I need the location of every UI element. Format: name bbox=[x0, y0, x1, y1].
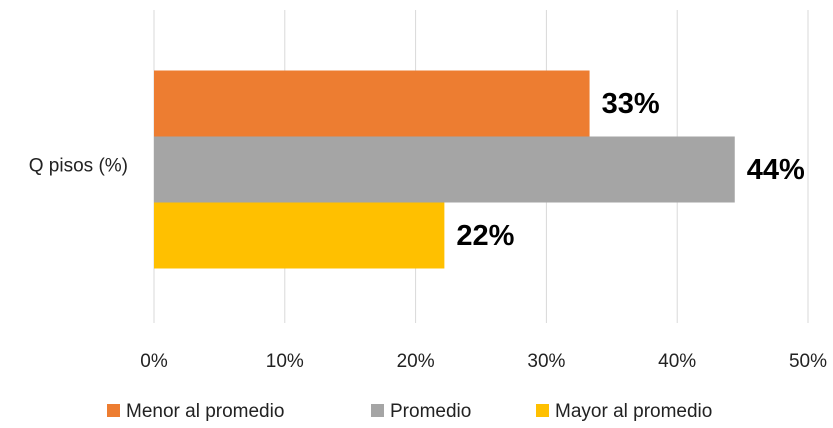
x-tick-label: 30% bbox=[527, 351, 565, 372]
legend-swatch bbox=[107, 404, 120, 417]
bar bbox=[154, 70, 590, 137]
x-tick-label: 20% bbox=[397, 351, 435, 372]
x-tick-label: 10% bbox=[266, 351, 304, 372]
bar bbox=[154, 136, 735, 203]
legend-label: Menor al promedio bbox=[126, 401, 284, 422]
x-tick-label: 50% bbox=[789, 351, 827, 372]
legend-label: Promedio bbox=[390, 401, 471, 422]
data-label: 22% bbox=[456, 220, 514, 252]
data-label: 44% bbox=[747, 154, 805, 186]
y-tick-label: Q pisos (%) bbox=[29, 156, 128, 177]
bar bbox=[154, 202, 445, 269]
legend-swatch bbox=[371, 404, 384, 417]
legend-label: Mayor al promedio bbox=[555, 401, 712, 422]
data-label: 33% bbox=[602, 88, 660, 120]
legend-swatch bbox=[536, 404, 549, 417]
x-tick-label: 0% bbox=[140, 351, 168, 372]
x-tick-label: 40% bbox=[658, 351, 696, 372]
